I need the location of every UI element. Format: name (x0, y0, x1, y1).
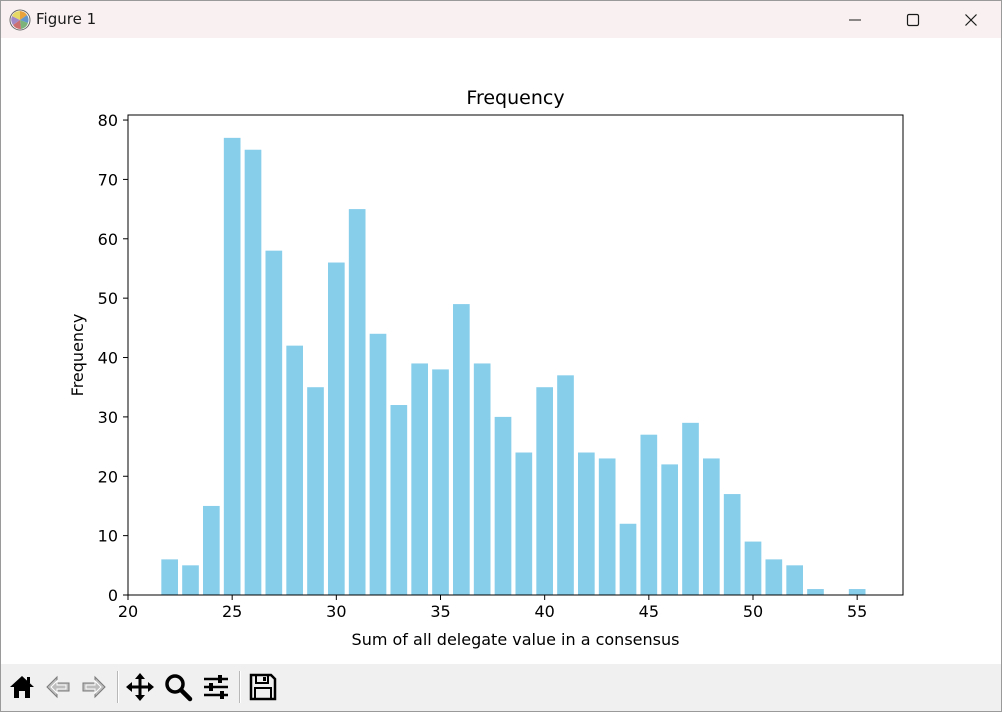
x-tick-label: 45 (639, 602, 659, 621)
bar (682, 422, 699, 595)
home-button[interactable] (5, 670, 39, 704)
bar (786, 565, 803, 595)
x-tick-label: 25 (222, 602, 242, 621)
home-icon (10, 676, 34, 698)
bar (328, 262, 345, 595)
bar (473, 363, 491, 595)
toolbar-separator-highlight (240, 671, 241, 703)
bar (765, 559, 783, 595)
y-tick-label: 20 (98, 467, 118, 486)
bar (369, 333, 387, 595)
y-tick-label: 80 (98, 111, 118, 130)
configure-subplots-button[interactable] (199, 670, 233, 704)
back-arrow-icon (46, 675, 70, 699)
bar (307, 387, 324, 595)
bar (848, 589, 866, 595)
bar (619, 523, 637, 595)
x-tick-label: 40 (534, 602, 554, 621)
bar (536, 387, 553, 595)
close-button[interactable] (942, 1, 1000, 38)
x-tick-label: 30 (326, 602, 346, 621)
back-button[interactable] (41, 670, 75, 704)
toolbar-separator (117, 671, 118, 703)
bar (411, 363, 428, 595)
forward-arrow-icon (82, 675, 106, 699)
x-tick-label: 55 (847, 602, 867, 621)
bar (203, 505, 220, 595)
toolbar-separator (239, 671, 240, 703)
bar-chart: 20 25 30 35 40 45 50 55 0 10 20 30 40 50 60 70 80 Frequen… (68, 87, 904, 649)
bar (390, 405, 408, 595)
bar (578, 452, 595, 595)
y-tick-label: 60 (98, 230, 118, 249)
y-tick-label: 30 (98, 408, 118, 427)
window-title: Figure 1 (36, 10, 97, 28)
y-tick-label: 40 (98, 349, 118, 368)
y-tick-label: 10 (98, 527, 118, 546)
y-tick-label: 0 (108, 586, 118, 605)
minimize-icon (849, 19, 861, 20)
matplotlib-logo-icon (9, 9, 31, 31)
bar (598, 458, 616, 595)
chart-title: Frequency (466, 87, 564, 109)
toolbar-separator-highlight (118, 671, 119, 703)
bar (244, 149, 262, 595)
bar (807, 589, 824, 595)
sliders-icon (204, 675, 228, 699)
y-axis-label: Frequency (68, 314, 87, 397)
bar (744, 541, 762, 595)
bar (703, 458, 720, 595)
maximize-icon (906, 13, 920, 26)
y-tick-label: 50 (98, 289, 118, 308)
save-button[interactable] (246, 670, 280, 704)
x-tick-label: 20 (118, 602, 138, 621)
x-axis-label: Sum of all delegate value in a consensus (352, 630, 680, 649)
bar (661, 464, 678, 595)
bar (286, 345, 303, 595)
bar (723, 494, 741, 595)
save-icon (249, 673, 277, 701)
axes-frame (127, 114, 904, 596)
bar (453, 304, 470, 595)
bar (494, 416, 512, 595)
bar (182, 565, 199, 595)
bar (515, 452, 533, 595)
navigation-toolbar (1, 664, 1001, 711)
zoom-button[interactable] (161, 670, 195, 704)
x-tick-label: 35 (430, 602, 450, 621)
bar (223, 137, 241, 596)
title-bar[interactable]: Figure 1 (1, 1, 1001, 38)
bar (432, 369, 449, 595)
x-tick-label: 50 (743, 602, 763, 621)
bar (348, 209, 366, 595)
maximize-button[interactable] (884, 1, 942, 38)
y-tick-label: 70 (98, 170, 118, 189)
forward-button[interactable] (77, 670, 111, 704)
pan-button[interactable] (123, 670, 157, 704)
bar (161, 559, 178, 595)
close-icon (965, 13, 977, 26)
figure-canvas[interactable]: 20 25 30 35 40 45 50 55 0 10 20 30 40 50 60 70 80 Frequen… (1, 38, 1001, 664)
minimize-button[interactable] (826, 1, 884, 38)
zoom-icon (165, 674, 193, 702)
bar (265, 250, 283, 595)
bar (640, 434, 658, 595)
move-icon (126, 673, 154, 701)
bar (557, 375, 574, 595)
